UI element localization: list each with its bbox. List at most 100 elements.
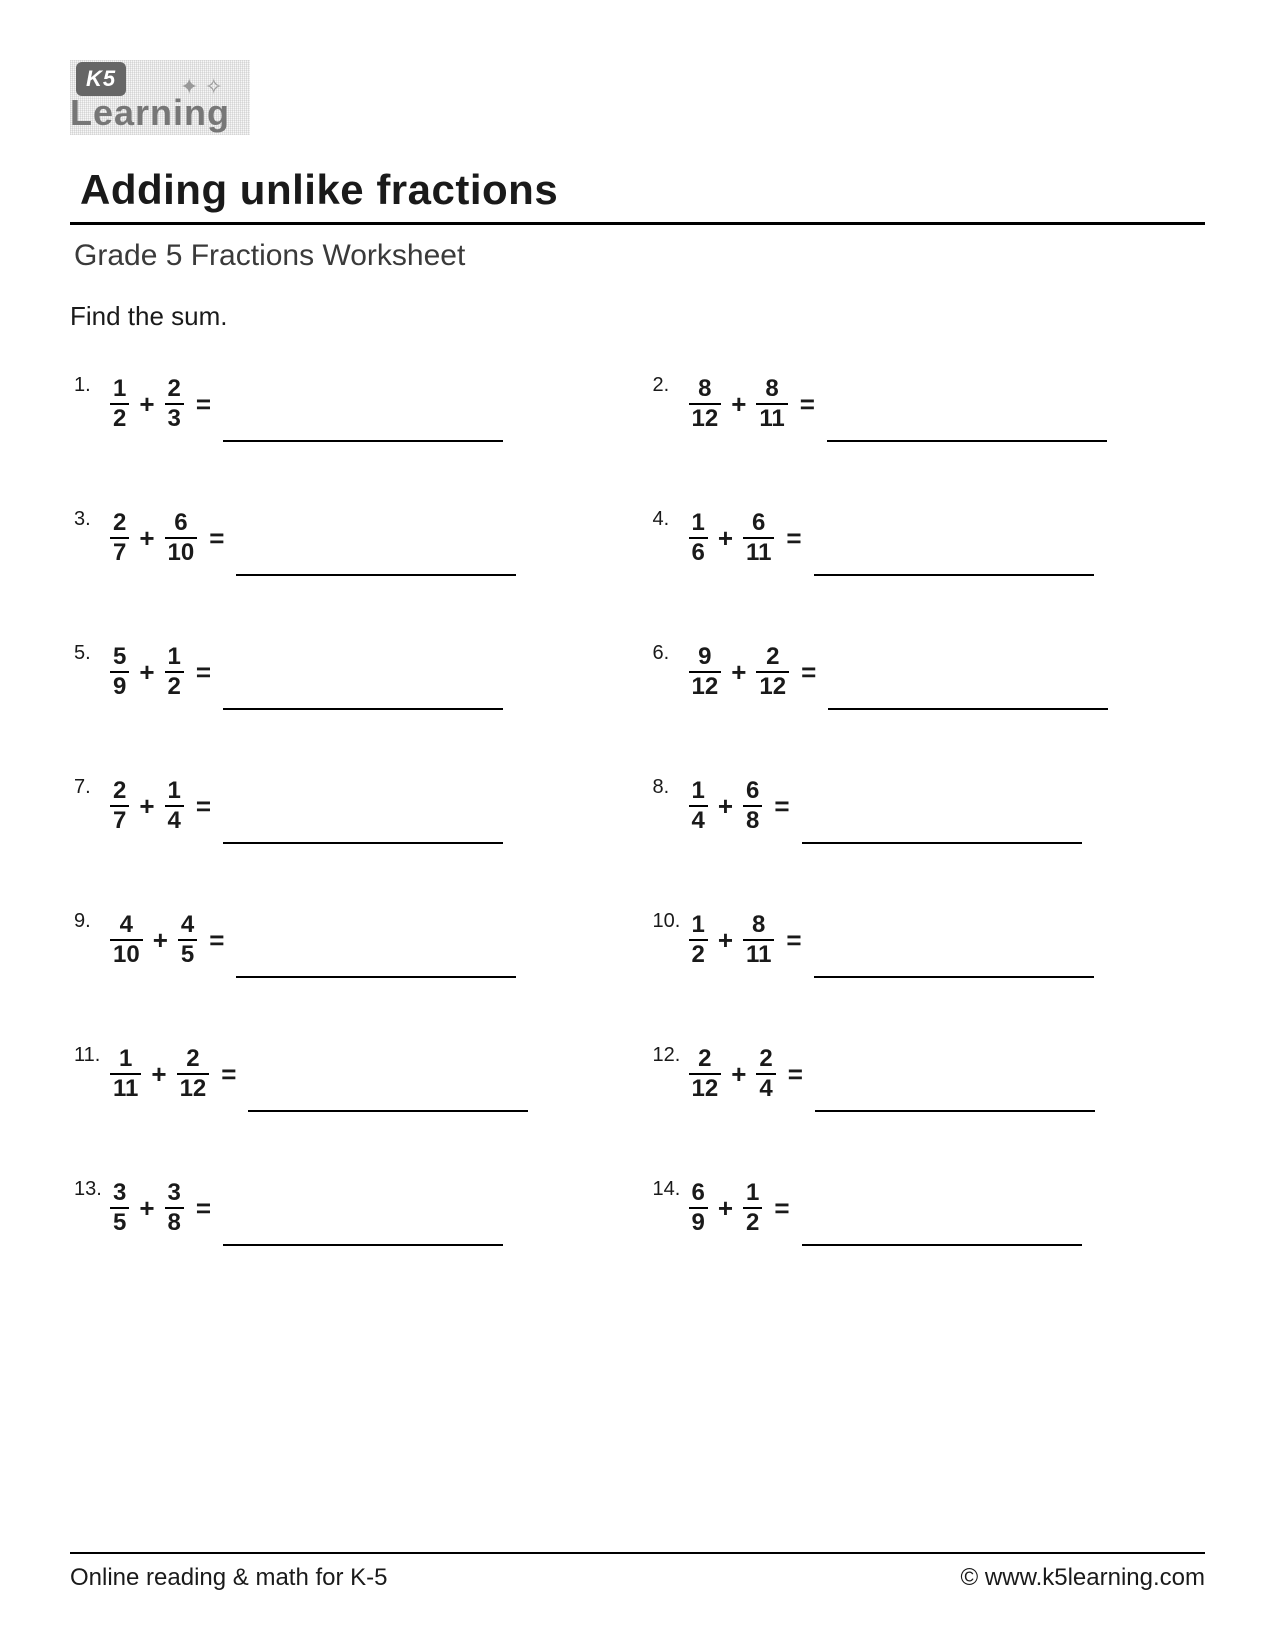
fraction-b: 12: [165, 645, 184, 699]
problem-row: 6.912+212=: [653, 640, 1202, 704]
fraction-a: 212: [689, 1047, 722, 1101]
numerator: 1: [689, 913, 708, 939]
answer-blank[interactable]: [223, 804, 503, 844]
denominator: 12: [756, 671, 789, 699]
logo: K5 ✦ ✧ Learning: [70, 60, 250, 140]
fraction-b: 212: [756, 645, 789, 699]
numerator: 6: [689, 1181, 708, 1207]
problem-row: 10.12+811=: [653, 908, 1202, 972]
fraction-b: 610: [165, 511, 198, 565]
denominator: 4: [756, 1073, 775, 1101]
answer-blank[interactable]: [223, 402, 503, 442]
numerator: 1: [165, 645, 184, 671]
answer-blank[interactable]: [802, 1206, 1082, 1246]
numerator: 8: [749, 913, 768, 939]
problem-number: 12.: [653, 1042, 689, 1067]
denominator: 12: [689, 1073, 722, 1101]
answer-blank[interactable]: [248, 1072, 528, 1112]
denominator: 7: [110, 537, 129, 565]
problem-row: 4.16+611=: [653, 506, 1202, 570]
problem-row: 9.410+45=: [74, 908, 623, 972]
footer-left: Online reading & math for K-5: [70, 1564, 388, 1592]
logo-word: Learning: [70, 92, 230, 134]
problem-number: 13.: [74, 1176, 110, 1201]
numerator: 8: [762, 377, 781, 403]
equals-sign: =: [184, 791, 219, 822]
denominator: 2: [165, 671, 184, 699]
problem-row: 5.59+12=: [74, 640, 623, 704]
denominator: 2: [743, 1207, 762, 1235]
answer-blank[interactable]: [814, 938, 1094, 978]
plus-operator: +: [129, 523, 164, 554]
answer-blank[interactable]: [815, 1072, 1095, 1112]
equals-sign: =: [184, 1193, 219, 1224]
answer-blank[interactable]: [828, 670, 1108, 710]
numerator: 2: [763, 645, 782, 671]
fraction-a: 912: [689, 645, 722, 699]
problem-row: 13.35+38=: [74, 1176, 623, 1240]
denominator: 8: [165, 1207, 184, 1235]
numerator: 2: [110, 779, 129, 805]
problem-number: 1.: [74, 372, 110, 397]
fraction-b: 38: [165, 1181, 184, 1235]
fraction-b: 23: [165, 377, 184, 431]
problem-row: 8.14+68=: [653, 774, 1202, 838]
equals-sign: =: [197, 523, 232, 554]
equals-sign: =: [774, 523, 809, 554]
problem-number: 8.: [653, 774, 689, 799]
denominator: 2: [689, 939, 708, 967]
equals-sign: =: [774, 925, 809, 956]
problem-number: 3.: [74, 506, 110, 531]
problem-row: 7.27+14=: [74, 774, 623, 838]
fraction-b: 12: [743, 1181, 762, 1235]
equals-sign: =: [789, 657, 824, 688]
plus-operator: +: [129, 389, 164, 420]
equals-sign: =: [209, 1059, 244, 1090]
denominator: 8: [743, 805, 762, 833]
plus-operator: +: [721, 657, 756, 688]
plus-operator: +: [129, 657, 164, 688]
problem-number: 6.: [653, 640, 689, 665]
numerator: 2: [756, 1047, 775, 1073]
plus-operator: +: [708, 1193, 743, 1224]
numerator: 1: [689, 511, 708, 537]
numerator: 4: [117, 913, 136, 939]
numerator: 6: [743, 779, 762, 805]
problem-row: 11.111+212=: [74, 1042, 623, 1106]
answer-blank[interactable]: [827, 402, 1107, 442]
problem-number: 5.: [74, 640, 110, 665]
denominator: 9: [110, 671, 129, 699]
plus-operator: +: [721, 389, 756, 420]
fraction-a: 59: [110, 645, 129, 699]
denominator: 10: [110, 939, 143, 967]
numerator: 6: [749, 511, 768, 537]
numerator: 6: [171, 511, 190, 537]
equals-sign: =: [776, 1059, 811, 1090]
numerator: 9: [695, 645, 714, 671]
plus-operator: +: [708, 791, 743, 822]
plus-operator: +: [143, 925, 178, 956]
answer-blank[interactable]: [802, 804, 1082, 844]
problem-row: 2.812+811=: [653, 372, 1202, 436]
problem-number: 14.: [653, 1176, 689, 1201]
fraction-b: 24: [756, 1047, 775, 1101]
answer-blank[interactable]: [223, 670, 503, 710]
fraction-a: 35: [110, 1181, 129, 1235]
problem-number: 4.: [653, 506, 689, 531]
footer-right: © www.k5learning.com: [961, 1564, 1205, 1592]
numerator: 2: [110, 511, 129, 537]
answer-blank[interactable]: [236, 938, 516, 978]
denominator: 2: [110, 403, 129, 431]
fraction-b: 811: [743, 913, 774, 967]
answer-blank[interactable]: [236, 536, 516, 576]
numerator: 2: [695, 1047, 714, 1073]
answer-blank[interactable]: [814, 536, 1094, 576]
problems-grid: 1.12+23=2.812+811=3.27+610=4.16+611=5.59…: [70, 372, 1205, 1240]
denominator: 9: [689, 1207, 708, 1235]
equals-sign: =: [184, 657, 219, 688]
page-title: Adding unlike fractions: [70, 160, 1205, 225]
fraction-b: 811: [756, 377, 787, 431]
numerator: 5: [110, 645, 129, 671]
denominator: 5: [178, 939, 197, 967]
answer-blank[interactable]: [223, 1206, 503, 1246]
